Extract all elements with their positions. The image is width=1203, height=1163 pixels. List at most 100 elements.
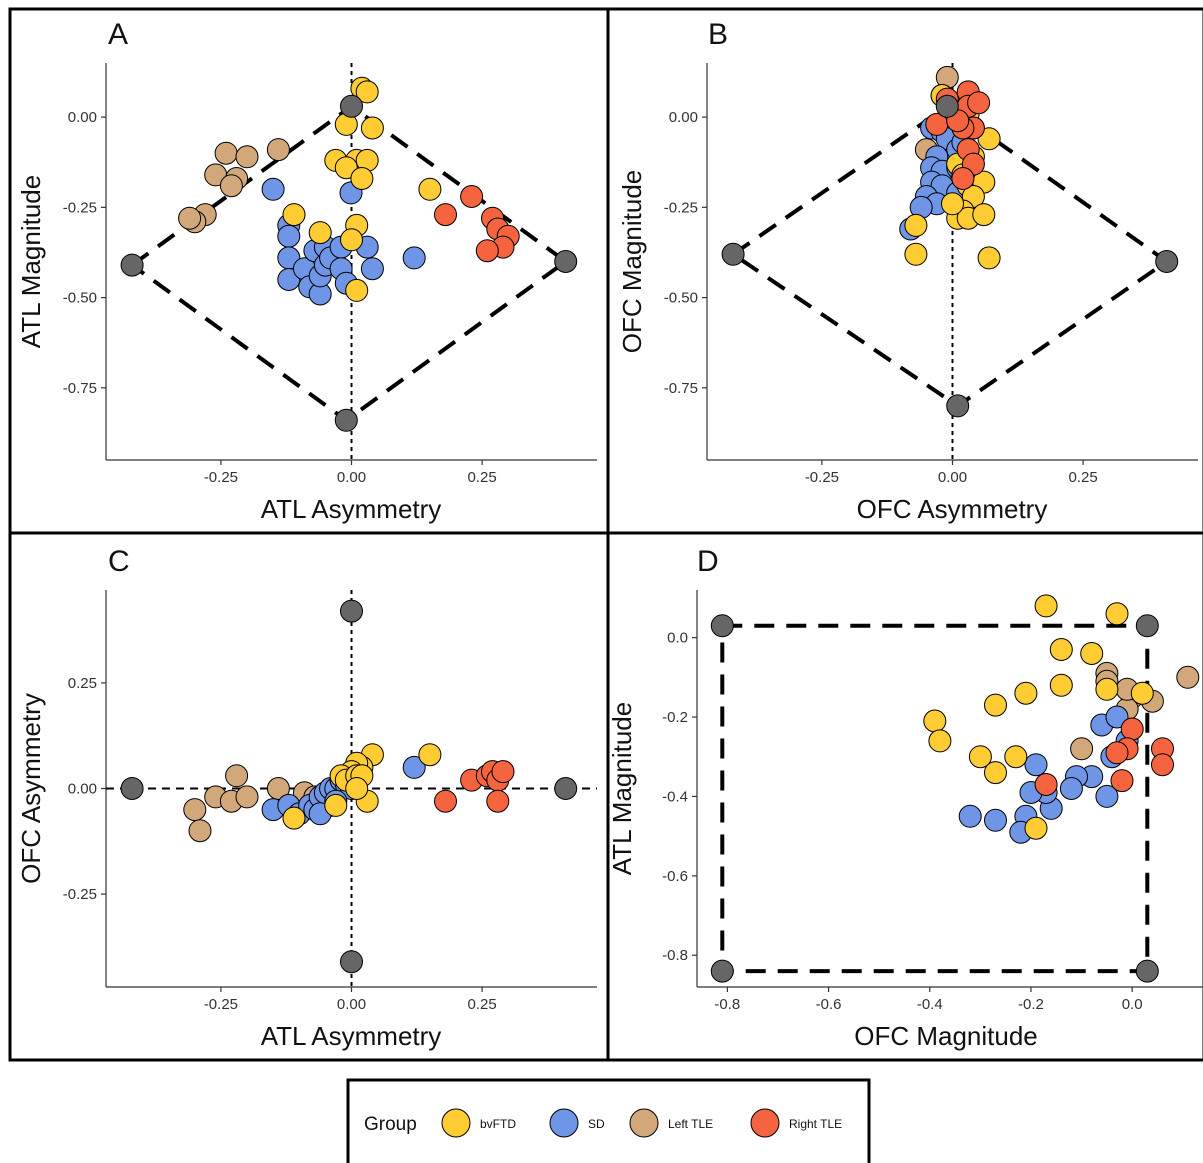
data-point-left-tle <box>1070 737 1094 761</box>
legend-label-sd: SD <box>588 1117 605 1131</box>
reference-point-b <box>935 94 959 118</box>
y-tick-label-d: -0.4 <box>662 788 688 805</box>
data-point-sd <box>1024 753 1048 777</box>
data-point-bvftd <box>1049 638 1073 661</box>
legend-label-right-tle: Right TLE <box>789 1117 842 1131</box>
data-point-bvftd <box>1049 673 1073 697</box>
y-tick-label-b: -0.75 <box>664 380 698 397</box>
data-point-sd <box>1059 777 1083 800</box>
data-point-bvftd <box>972 203 996 227</box>
x-tick-label-d: -0.6 <box>816 996 842 1013</box>
data-point-left-tle <box>235 145 259 169</box>
y-tick-label-a: -0.25 <box>63 199 97 216</box>
data-point-bvftd <box>941 192 964 216</box>
data-point-right-tle <box>1034 773 1058 796</box>
legend-key-bvftd <box>441 1108 471 1138</box>
y-tick-label-b: -0.50 <box>664 290 698 307</box>
y-axis-title-b: OFC Magnitude <box>617 170 647 354</box>
x-tick-label-b: 0.25 <box>1068 469 1097 486</box>
data-point-sd <box>1105 705 1129 729</box>
data-point-bvftd <box>324 793 348 817</box>
y-tick-label-b: -0.25 <box>664 199 698 216</box>
y-tick-label-a: -0.50 <box>63 290 97 307</box>
x-axis-title-b: OFC Asymmetry <box>857 494 1048 524</box>
data-point-right-tle <box>434 203 457 227</box>
data-point-left-tle <box>225 764 249 788</box>
panel-c: C -0.25 0.00 0.25 0.25 0.00 -0.25 ATL Asymmetry… <box>16 545 597 1051</box>
reference-point-a <box>554 250 578 273</box>
data-point-bvftd <box>418 743 442 767</box>
data-point-bvftd <box>1105 602 1129 626</box>
data-point-left-tle <box>178 206 202 230</box>
y-tick-label-c: 0.25 <box>68 675 97 692</box>
data-point-left-tle <box>266 138 290 162</box>
x-tick-label-c: 0.00 <box>337 996 366 1013</box>
y-tick-label-d: -0.6 <box>662 868 688 885</box>
data-point-right-tle <box>434 789 457 813</box>
data-point-sd <box>277 224 301 248</box>
reference-point-c <box>340 950 363 974</box>
x-tick-label-c: -0.25 <box>204 996 238 1013</box>
x-tick-label-a: 0.25 <box>467 469 496 486</box>
y-tick-label-b: 0.00 <box>669 109 698 126</box>
data-point-bvftd <box>1024 816 1048 840</box>
data-point-bvftd <box>1080 642 1104 665</box>
x-axis-title-d: OFC Magnitude <box>854 1021 1038 1051</box>
x-tick-label-d: -0.4 <box>917 996 943 1013</box>
legend-key-left-tle <box>629 1108 659 1138</box>
data-point-bvftd <box>1014 681 1038 705</box>
data-point-bvftd <box>418 177 442 201</box>
reference-point-a <box>120 253 144 277</box>
data-point-right-tle <box>1110 769 1134 793</box>
reference-point-d <box>1135 614 1159 638</box>
panel-letter-c: C <box>108 545 130 578</box>
data-point-sd <box>984 808 1007 832</box>
data-point-right-tle <box>1151 753 1174 777</box>
reference-point-c <box>340 599 363 623</box>
data-point-bvftd <box>1004 745 1028 769</box>
data-point-left-tle <box>214 141 238 165</box>
x-tick-label-d: 0.0 <box>1122 996 1143 1013</box>
data-point-bvftd <box>1034 594 1058 618</box>
panel-letter-d: D <box>697 545 719 578</box>
y-axis-title-a: ATL Magnitude <box>16 175 46 348</box>
data-point-bvftd <box>1130 681 1154 705</box>
panel-frame-d <box>606 531 1203 1062</box>
reference-point-d <box>710 614 734 638</box>
data-point-bvftd <box>350 167 374 190</box>
legend-key-right-tle <box>750 1108 780 1138</box>
reference-point-b <box>1155 250 1179 273</box>
x-axis-title-c: ATL Asymmetry <box>261 1021 442 1051</box>
reference-point-d <box>710 959 734 983</box>
reference-point-a <box>334 408 358 432</box>
data-point-right-tle <box>491 760 515 784</box>
legend-label-left-tle: Left TLE <box>668 1117 713 1131</box>
reference-point-c <box>554 777 578 800</box>
panel-letter-b: B <box>708 18 728 51</box>
reference-point-a <box>340 94 363 118</box>
data-point-bvftd <box>308 221 332 245</box>
data-point-sd <box>1095 784 1119 808</box>
x-tick-label-a: 0.00 <box>337 469 366 486</box>
y-axis-title-d: ATL Magnitude <box>607 702 637 875</box>
legend-label-bvftd: bvFTD <box>480 1117 516 1131</box>
data-point-bvftd <box>984 693 1007 717</box>
data-point-bvftd <box>904 242 928 266</box>
data-point-bvftd <box>360 116 384 140</box>
data-point-left-tle <box>188 819 212 843</box>
data-point-bvftd <box>345 278 369 302</box>
data-point-sd <box>958 804 982 828</box>
data-point-bvftd <box>340 228 363 252</box>
y-tick-label-a: -0.75 <box>63 380 97 397</box>
data-point-bvftd <box>1095 677 1119 701</box>
data-point-bvftd <box>904 213 928 237</box>
y-tick-label-c: 0.00 <box>68 781 97 798</box>
data-point-left-tle <box>235 785 259 809</box>
x-tick-label-b: -0.25 <box>805 469 839 486</box>
reference-point-b <box>721 242 745 266</box>
data-point-bvftd <box>984 761 1007 785</box>
reference-point-d <box>1135 959 1159 983</box>
x-tick-label-c: 0.25 <box>467 996 496 1013</box>
data-point-sd <box>261 177 285 201</box>
